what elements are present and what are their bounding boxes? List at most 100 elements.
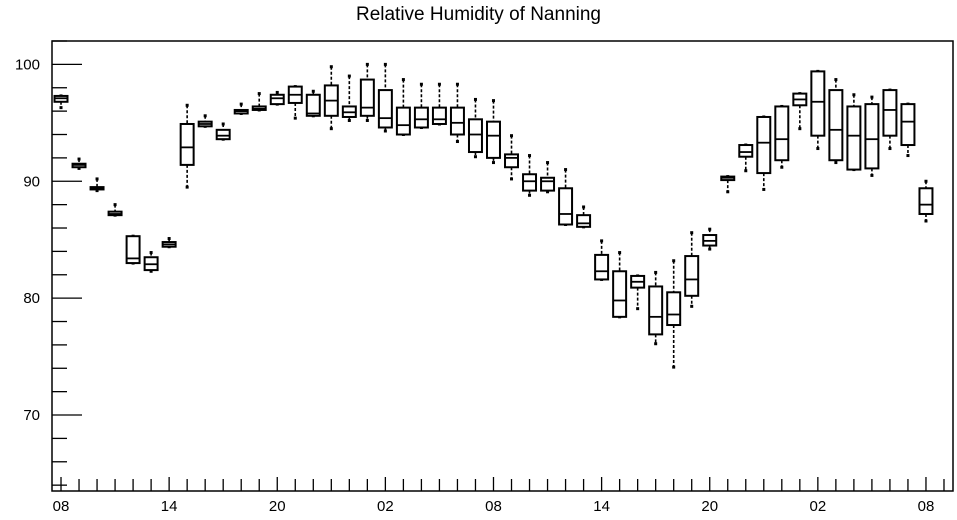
labels-layer: 70 80 90 100 08 14 20 02 08 14 20 02 08 bbox=[15, 56, 934, 515]
lower-whisker-cap bbox=[528, 193, 532, 197]
upper-whisker-cap bbox=[473, 97, 477, 101]
box-plot-item bbox=[684, 231, 700, 308]
iqr-box bbox=[179, 122, 195, 166]
box-plot-item bbox=[648, 270, 664, 346]
upper-whisker-cap bbox=[347, 74, 351, 78]
box-plot-item bbox=[143, 251, 159, 273]
box-plot-item bbox=[305, 89, 321, 118]
upper-whisker-cap bbox=[618, 251, 622, 255]
iqr-box bbox=[359, 78, 375, 117]
upper-whisker-cap bbox=[419, 82, 423, 86]
upper-whisker-cap bbox=[239, 102, 243, 106]
x-tick-label: 08 bbox=[485, 498, 502, 515]
lower-whisker-cap bbox=[690, 304, 694, 308]
y-tick-label: 100 bbox=[15, 56, 40, 73]
iqr-box bbox=[467, 118, 483, 154]
upper-whisker-cap bbox=[654, 270, 658, 274]
iqr-box bbox=[540, 176, 556, 192]
lower-whisker-cap bbox=[906, 154, 910, 158]
lower-whisker-cap bbox=[672, 365, 676, 369]
lower-whisker-cap bbox=[870, 173, 874, 177]
upper-whisker-cap bbox=[401, 78, 405, 82]
upper-whisker-cap bbox=[582, 205, 586, 209]
iqr-box bbox=[594, 253, 610, 281]
box-plot-item bbox=[918, 179, 934, 223]
iqr-box bbox=[774, 105, 790, 162]
box-plot-item bbox=[215, 122, 231, 141]
upper-whisker-cap bbox=[167, 237, 171, 241]
box-plot-item bbox=[53, 94, 69, 110]
iqr-box bbox=[486, 120, 501, 159]
iqr-box bbox=[522, 173, 538, 192]
lower-whisker-cap bbox=[491, 161, 495, 165]
upper-whisker-cap bbox=[185, 103, 189, 107]
iqr-box bbox=[756, 115, 772, 175]
box-plot-item bbox=[359, 62, 375, 122]
box-plot-item bbox=[630, 274, 646, 311]
x-tick-label: 08 bbox=[918, 498, 935, 515]
lower-whisker-cap bbox=[347, 118, 351, 122]
y-tick-label: 80 bbox=[23, 290, 40, 307]
lower-whisker-cap bbox=[455, 140, 459, 144]
upper-whisker-cap bbox=[221, 122, 225, 126]
upper-whisker-cap bbox=[149, 251, 153, 255]
lower-whisker-cap bbox=[95, 189, 99, 193]
box-plot-item bbox=[864, 95, 880, 177]
lower-whisker-cap bbox=[798, 127, 802, 131]
lower-whisker-cap bbox=[329, 127, 333, 131]
box-plot-item bbox=[449, 82, 465, 144]
box-plot-item bbox=[738, 143, 754, 173]
iqr-box bbox=[666, 291, 682, 327]
iqr-box bbox=[864, 103, 880, 170]
x-tick-label: 20 bbox=[269, 498, 286, 515]
box-plot-item bbox=[594, 239, 610, 281]
chart-title: Relative Humidity of Nanning bbox=[355, 4, 601, 25]
box-plot-item bbox=[125, 234, 141, 265]
lower-whisker-cap bbox=[149, 269, 153, 273]
upper-whisker-cap bbox=[455, 82, 459, 86]
iqr-box bbox=[125, 235, 141, 265]
iqr-box bbox=[900, 103, 916, 147]
upper-whisker-cap bbox=[510, 134, 514, 138]
upper-whisker-cap bbox=[870, 95, 874, 99]
box-plot-item bbox=[882, 88, 898, 151]
upper-whisker-cap bbox=[113, 203, 117, 207]
iqr-box bbox=[918, 187, 934, 215]
box-plot-item bbox=[251, 92, 267, 112]
lower-whisker-cap bbox=[293, 116, 297, 120]
lower-whisker-cap bbox=[888, 147, 892, 151]
lower-whisker-cap bbox=[654, 342, 658, 346]
lower-whisker-cap bbox=[924, 219, 928, 223]
box-plot-item bbox=[612, 251, 628, 319]
upper-whisker-cap bbox=[275, 90, 279, 94]
y-tick-label: 70 bbox=[23, 407, 40, 424]
box-plot-item bbox=[522, 154, 538, 197]
x-tick-label: 08 bbox=[53, 498, 70, 515]
iqr-box bbox=[738, 144, 754, 158]
x-tick-label: 14 bbox=[161, 498, 178, 515]
iqr-box bbox=[431, 106, 447, 125]
box-plot-item bbox=[756, 115, 772, 191]
upper-whisker-cap bbox=[203, 114, 207, 118]
upper-whisker-cap bbox=[528, 154, 532, 158]
box-plot-item bbox=[161, 237, 177, 249]
upper-whisker-cap bbox=[329, 65, 333, 69]
upper-whisker-cap bbox=[834, 78, 838, 82]
box-plot-item bbox=[576, 205, 592, 229]
box-plot-item bbox=[828, 78, 844, 165]
box-plot-item bbox=[287, 85, 303, 120]
lower-whisker-cap bbox=[744, 169, 748, 173]
box-plot-item bbox=[486, 99, 501, 165]
upper-whisker-cap bbox=[852, 93, 856, 97]
box-plot-item bbox=[900, 102, 916, 158]
iqr-box bbox=[395, 106, 411, 136]
iqr-box bbox=[413, 106, 429, 129]
iqr-box bbox=[612, 270, 628, 318]
box-plot-item bbox=[89, 177, 105, 193]
box-plot-item bbox=[774, 104, 790, 169]
lower-whisker-cap bbox=[636, 307, 640, 311]
iqr-box bbox=[882, 89, 898, 137]
x-tick-label: 02 bbox=[377, 498, 394, 515]
